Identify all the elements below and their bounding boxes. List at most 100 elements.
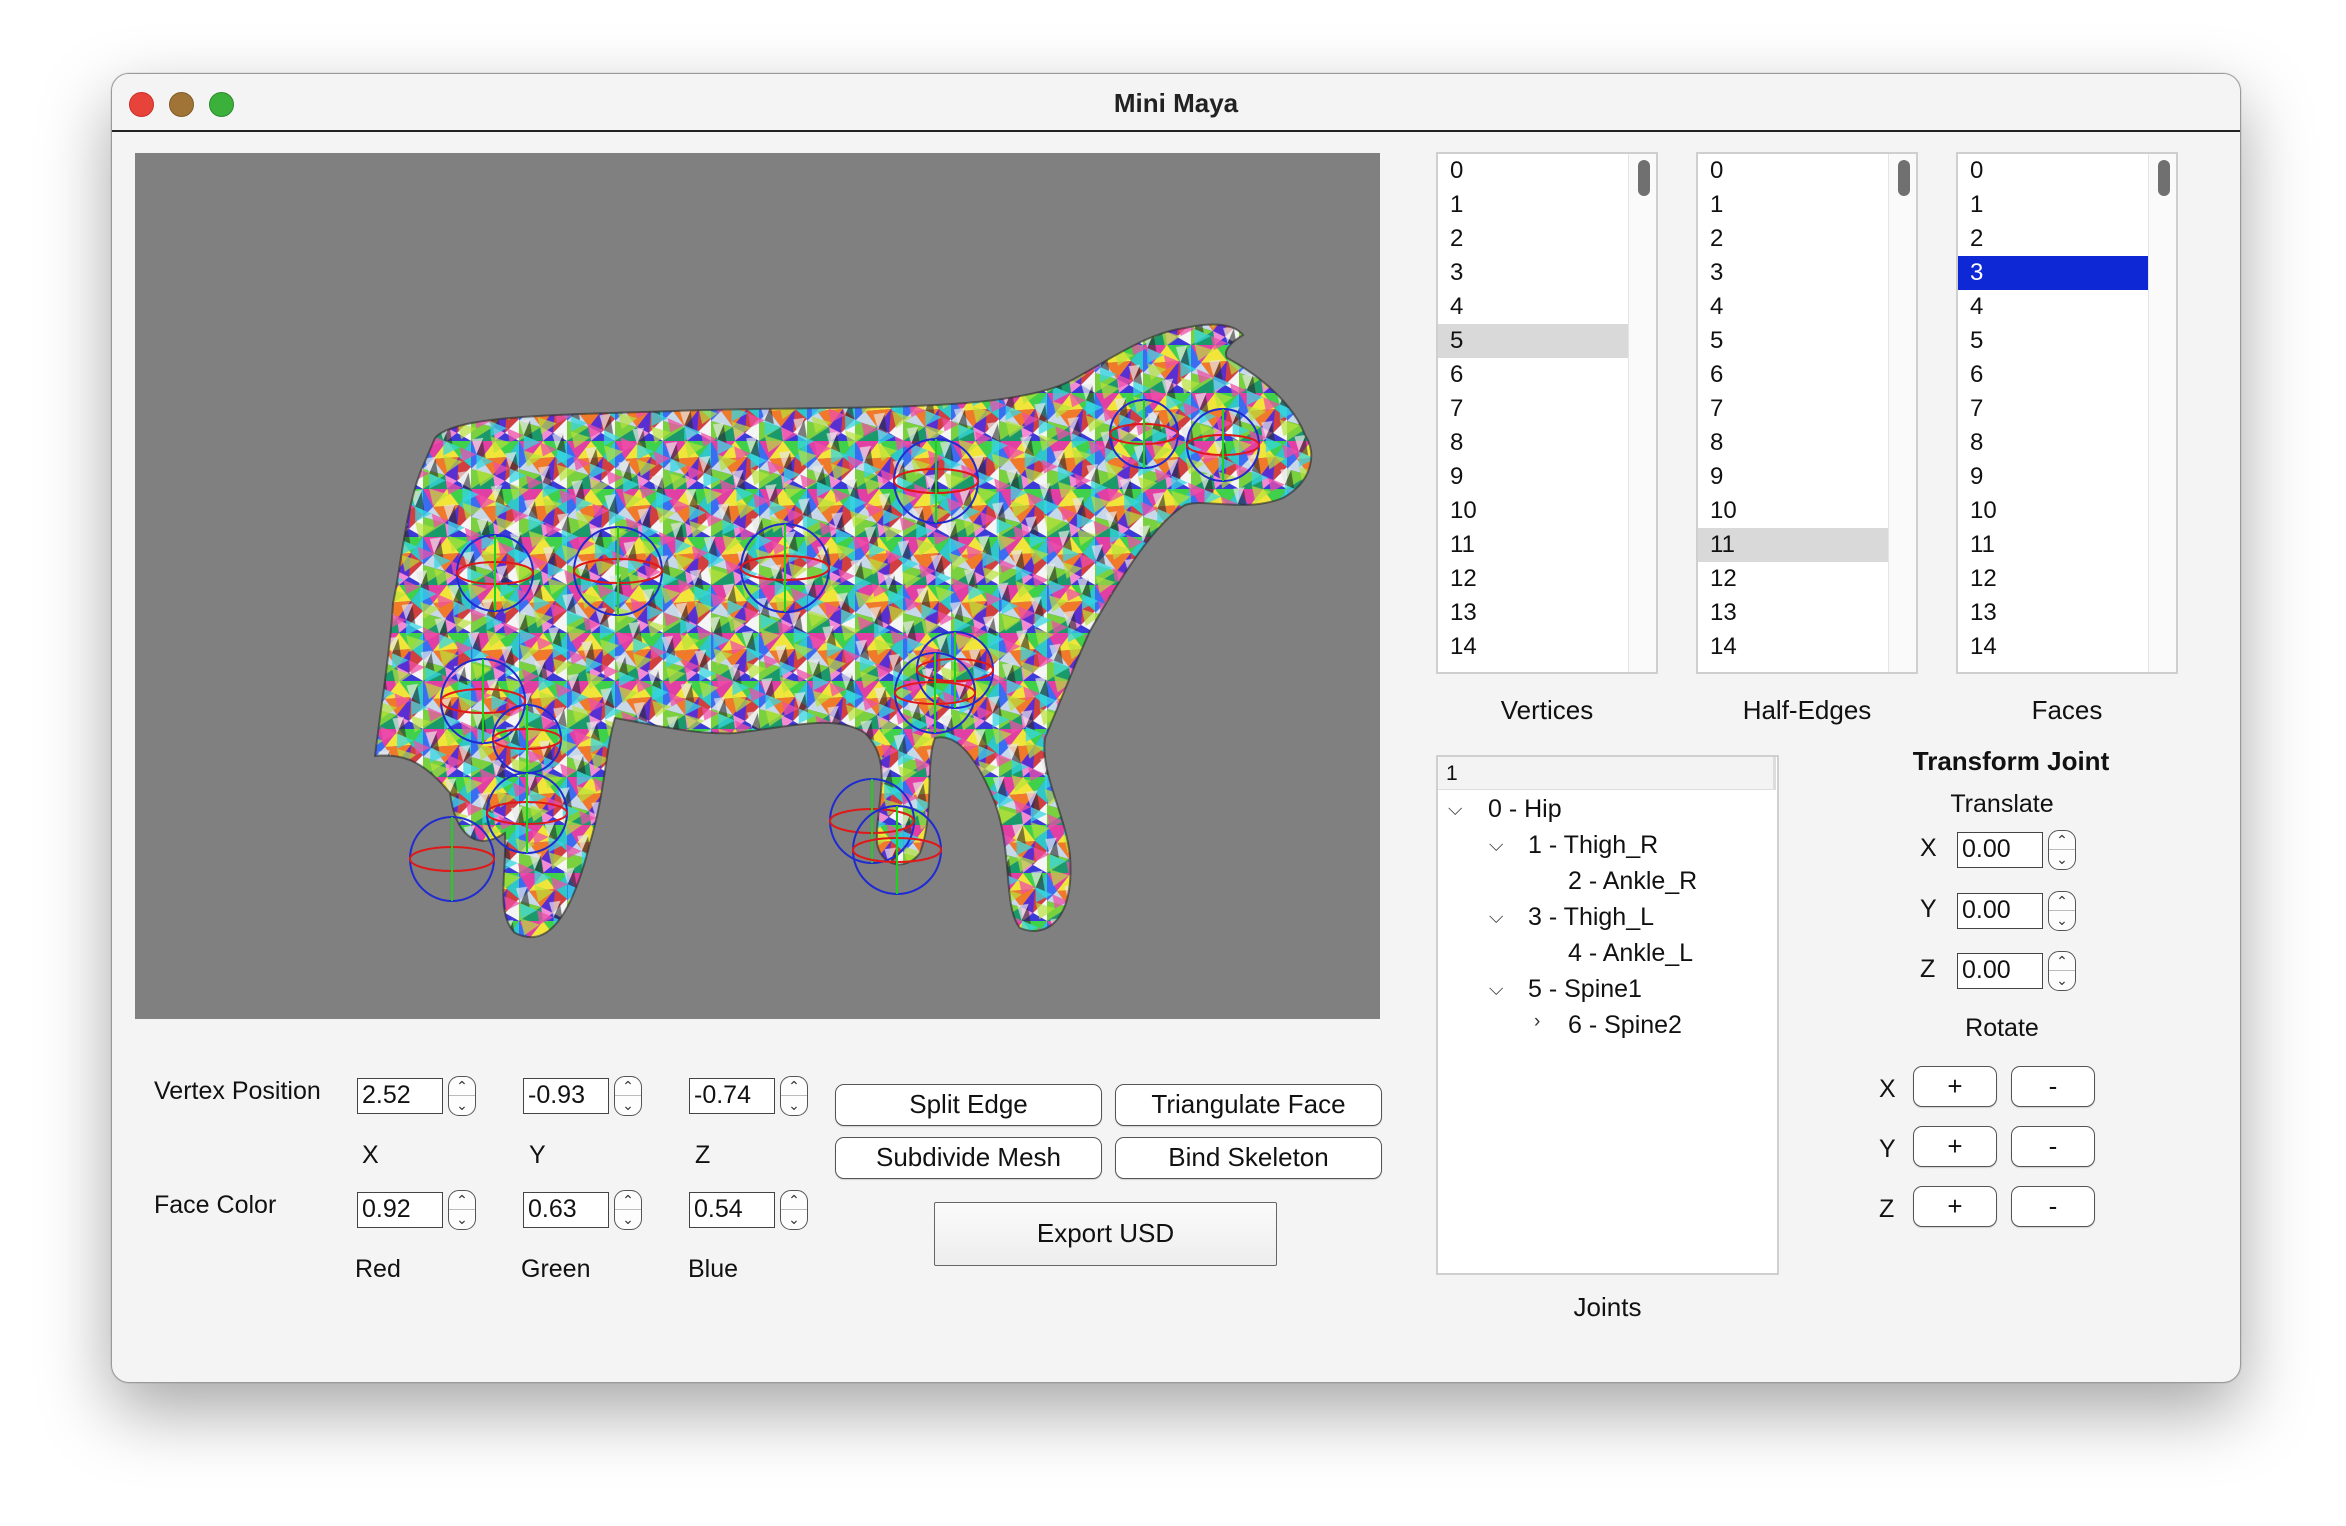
spin-up-icon[interactable]: ⌃ (449, 1077, 475, 1096)
list-item[interactable]: 13 (1450, 599, 1477, 626)
list-item[interactable]: 11 (1450, 531, 1475, 558)
list-item[interactable]: 3 (1450, 259, 1464, 286)
spin-up-icon[interactable]: ⌃ (781, 1077, 807, 1096)
list-item[interactable]: 8 (1710, 429, 1724, 456)
scroll-thumb[interactable] (1898, 160, 1910, 196)
list-item[interactable]: 4 (1450, 293, 1464, 320)
list-item[interactable]: 8 (1970, 429, 1984, 456)
list-item[interactable]: 11 (1698, 528, 1888, 562)
spin-up-icon[interactable]: ⌃ (449, 1191, 475, 1210)
spin-up-icon[interactable]: ⌃ (615, 1191, 641, 1210)
spin-up-icon[interactable]: ⌃ (781, 1191, 807, 1210)
vertex-x-input[interactable]: 2.52 (357, 1078, 443, 1114)
joints-tree[interactable]: 1 ⌵ 0 - Hip ⌵ 1 - Thigh_R 2 - Ankle_R ⌵ … (1436, 755, 1779, 1275)
bind-skeleton-button[interactable]: Bind Skeleton (1115, 1137, 1382, 1179)
list-item[interactable]: 12 (1710, 565, 1737, 592)
cow-mesh-render[interactable] (135, 153, 1380, 1019)
translate-z-input[interactable]: 0.00 (1957, 953, 2043, 989)
subdivide-mesh-button[interactable]: Subdivide Mesh (835, 1137, 1102, 1179)
list-item[interactable]: 10 (1710, 497, 1737, 524)
rotate-y-plus-button[interactable]: + (1913, 1126, 1997, 1167)
triangulate-face-button[interactable]: Triangulate Face (1115, 1084, 1382, 1126)
list-item[interactable]: 14 (1710, 633, 1737, 660)
spin-up-icon[interactable]: ⌃ (615, 1077, 641, 1096)
face-green-input[interactable]: 0.63 (523, 1192, 609, 1228)
list-item[interactable]: 10 (1970, 497, 1997, 524)
minimize-window-button[interactable] (169, 92, 194, 117)
scroll-thumb[interactable] (1638, 160, 1650, 196)
face-red-input[interactable]: 0.92 (357, 1192, 443, 1228)
half-edges-list-scrollbar[interactable] (1888, 154, 1916, 672)
spin-down-icon[interactable]: ⌄ (788, 1211, 800, 1227)
close-window-button[interactable] (129, 92, 154, 117)
list-item[interactable]: 7 (1710, 395, 1724, 422)
list-item[interactable]: 6 (1970, 361, 1984, 388)
rotate-x-minus-button[interactable]: - (2011, 1066, 2095, 1107)
list-item[interactable]: 10 (1450, 497, 1477, 524)
list-item[interactable]: 13 (1970, 599, 1997, 626)
list-item[interactable]: 9 (1450, 463, 1464, 490)
vertices-list[interactable]: 0 1 2 3 4 5 6 7 8 9 10 11 12 13 14 (1436, 152, 1658, 674)
chevron-down-icon[interactable]: ⌵ (1448, 799, 1463, 820)
list-item[interactable]: 11 (1970, 531, 1995, 558)
half-edges-list[interactable]: 0 1 2 3 4 5 6 7 8 9 10 11 12 13 14 (1696, 152, 1918, 674)
translate-y-input[interactable]: 0.00 (1957, 893, 2043, 929)
list-item[interactable]: 5 (1438, 324, 1628, 358)
list-item[interactable]: 1 (1450, 191, 1464, 218)
joint-node-thigh-r[interactable]: 1 - Thigh_R (1528, 831, 1659, 859)
list-item[interactable]: 1 (1710, 191, 1724, 218)
face-blue-input[interactable]: 0.54 (689, 1192, 775, 1228)
vertex-y-input[interactable]: -0.93 (523, 1078, 609, 1114)
joint-node-ankle-r[interactable]: 2 - Ankle_R (1568, 867, 1698, 895)
faces-list[interactable]: 0 1 2 3 4 5 6 7 8 9 10 11 12 13 14 (1956, 152, 2178, 674)
rotate-x-plus-button[interactable]: + (1913, 1066, 1997, 1107)
chevron-down-icon[interactable]: ⌵ (1489, 979, 1504, 1000)
split-edge-button[interactable]: Split Edge (835, 1084, 1102, 1126)
list-item[interactable]: 0 (1450, 157, 1464, 184)
list-item[interactable]: 5 (1710, 327, 1724, 354)
spin-down-icon[interactable]: ⌄ (622, 1211, 634, 1227)
vertex-z-input[interactable]: -0.74 (689, 1078, 775, 1114)
list-item[interactable]: 2 (1450, 225, 1464, 252)
list-item[interactable]: 14 (1450, 633, 1477, 660)
spin-down-icon[interactable]: ⌄ (2056, 972, 2068, 988)
spin-down-icon[interactable]: ⌄ (456, 1097, 468, 1113)
chevron-down-icon[interactable]: ⌵ (1489, 907, 1504, 928)
rotate-z-minus-button[interactable]: - (2011, 1186, 2095, 1227)
list-item[interactable]: 12 (1450, 565, 1477, 592)
list-item[interactable]: 7 (1970, 395, 1984, 422)
spin-down-icon[interactable]: ⌄ (2056, 912, 2068, 928)
joint-node-spine1[interactable]: 5 - Spine1 (1528, 975, 1642, 1003)
joint-node-hip[interactable]: 0 - Hip (1488, 795, 1562, 823)
spin-up-icon[interactable]: ⌃ (2049, 831, 2075, 850)
rotate-y-minus-button[interactable]: - (2011, 1126, 2095, 1167)
joint-node-spine2[interactable]: 6 - Spine2 (1568, 1011, 1682, 1039)
spin-up-icon[interactable]: ⌃ (2049, 892, 2075, 911)
spin-down-icon[interactable]: ⌄ (456, 1211, 468, 1227)
list-item[interactable]: 14 (1970, 633, 1997, 660)
list-item[interactable]: 1 (1970, 191, 1984, 218)
faces-list-scrollbar[interactable] (2148, 154, 2176, 672)
list-item[interactable]: 13 (1710, 599, 1737, 626)
maximize-window-button[interactable] (209, 92, 234, 117)
list-item[interactable]: 0 (1970, 157, 1984, 184)
list-item[interactable]: 2 (1710, 225, 1724, 252)
spin-down-icon[interactable]: ⌄ (2056, 851, 2068, 867)
joint-node-thigh-l[interactable]: 3 - Thigh_L (1528, 903, 1655, 931)
list-item[interactable]: 3 (1958, 256, 2148, 290)
list-item[interactable]: 6 (1450, 361, 1464, 388)
list-item[interactable]: 9 (1970, 463, 1984, 490)
vertices-list-scrollbar[interactable] (1628, 154, 1656, 672)
scroll-thumb[interactable] (2158, 160, 2170, 196)
spin-down-icon[interactable]: ⌄ (622, 1097, 634, 1113)
chevron-right-icon[interactable]: › (1534, 1011, 1541, 1032)
list-item[interactable]: 3 (1710, 259, 1724, 286)
list-item[interactable]: 4 (1710, 293, 1724, 320)
export-usd-button[interactable]: Export USD (934, 1202, 1277, 1266)
list-item[interactable]: 12 (1970, 565, 1997, 592)
translate-x-input[interactable]: 0.00 (1957, 832, 2043, 868)
joint-node-ankle-l[interactable]: 4 - Ankle_L (1568, 939, 1694, 967)
list-item[interactable]: 5 (1970, 327, 1984, 354)
list-item[interactable]: 2 (1970, 225, 1984, 252)
rotate-z-plus-button[interactable]: + (1913, 1186, 1997, 1227)
